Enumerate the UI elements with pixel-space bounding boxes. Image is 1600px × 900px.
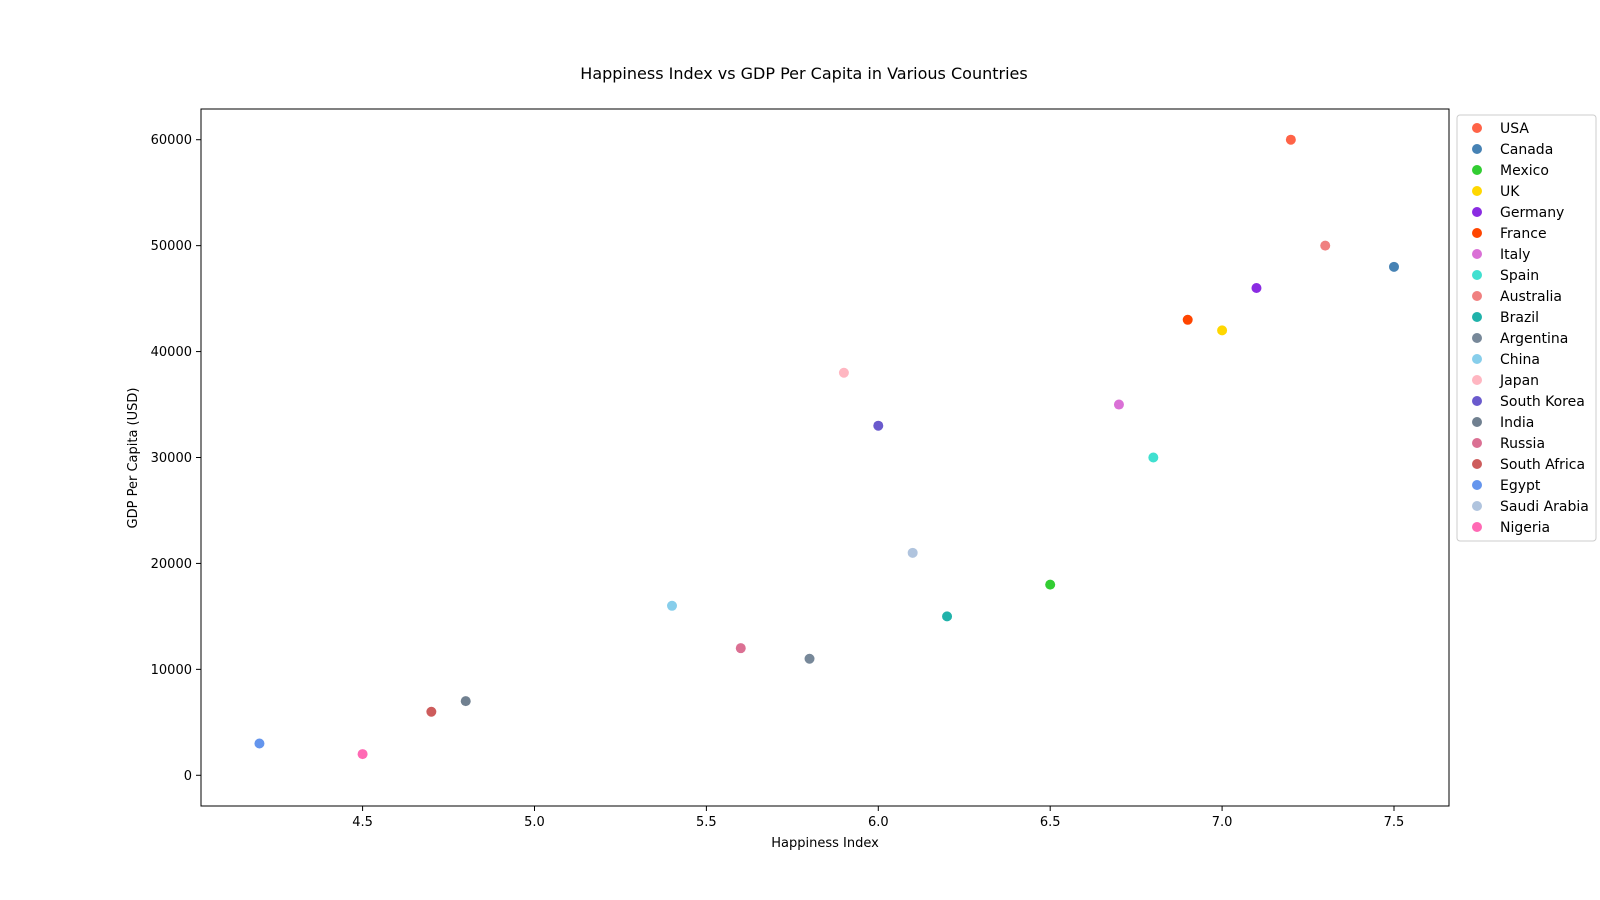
x-tick-label: 5.5 bbox=[696, 815, 717, 830]
x-tick-label: 7.0 bbox=[1212, 815, 1233, 830]
legend-label: Australia bbox=[1500, 289, 1562, 305]
y-tick-label: 20000 bbox=[151, 557, 192, 572]
data-point-saudi-arabia bbox=[907, 547, 918, 558]
legend-label: Nigeria bbox=[1500, 520, 1550, 536]
legend-label: Saudi Arabia bbox=[1500, 499, 1589, 515]
legend-marker bbox=[1472, 123, 1482, 133]
legend-marker bbox=[1472, 396, 1482, 406]
legend-label: USA bbox=[1500, 121, 1529, 137]
legend-marker bbox=[1472, 144, 1482, 154]
legend-marker bbox=[1472, 228, 1482, 238]
y-axis: 0 10000 20000 30000 40000 50000 60000 bbox=[151, 133, 201, 784]
legend-box bbox=[1456, 114, 1597, 542]
data-point-usa bbox=[1285, 134, 1296, 145]
legend-label: Japan bbox=[1499, 373, 1539, 389]
legend-label: Egypt bbox=[1500, 478, 1541, 494]
data-point-egypt bbox=[254, 738, 265, 749]
legend-marker bbox=[1472, 312, 1482, 322]
data-point-argentina bbox=[804, 653, 815, 664]
legend-marker bbox=[1472, 291, 1482, 301]
y-tick-label: 0 bbox=[184, 769, 192, 784]
data-point-france bbox=[1182, 314, 1193, 325]
legend-marker bbox=[1472, 459, 1482, 469]
legend-marker bbox=[1472, 270, 1482, 280]
legend-label: China bbox=[1500, 352, 1540, 368]
legend-marker bbox=[1472, 480, 1482, 490]
data-point-italy bbox=[1113, 399, 1124, 410]
legend-label: India bbox=[1500, 415, 1534, 431]
data-point-uk bbox=[1217, 325, 1228, 336]
data-point-south-africa bbox=[426, 706, 437, 717]
legend-label: Canada bbox=[1500, 142, 1553, 158]
data-points bbox=[254, 134, 1399, 760]
x-axis-label: Happiness Index bbox=[771, 836, 879, 851]
legend: USA Canada Mexico UK Germany France Italy Spain… bbox=[1456, 114, 1597, 542]
legend-marker bbox=[1472, 501, 1482, 511]
data-point-nigeria bbox=[357, 749, 368, 760]
legend-label: Brazil bbox=[1500, 310, 1539, 326]
legend-marker bbox=[1472, 333, 1482, 343]
data-point-russia bbox=[735, 643, 746, 654]
data-point-south-korea bbox=[873, 420, 884, 431]
legend-label: Italy bbox=[1500, 247, 1530, 263]
legend-label: Mexico bbox=[1500, 163, 1549, 179]
legend-marker bbox=[1472, 522, 1482, 532]
data-point-china bbox=[667, 600, 678, 611]
data-point-japan bbox=[838, 367, 849, 378]
legend-label: UK bbox=[1500, 184, 1520, 200]
legend-label: Argentina bbox=[1500, 331, 1568, 347]
legend-label: Germany bbox=[1500, 205, 1564, 221]
x-tick-label: 6.0 bbox=[868, 815, 889, 830]
x-tick-label: 5.0 bbox=[524, 815, 545, 830]
data-point-brazil bbox=[942, 611, 953, 622]
data-point-australia bbox=[1320, 240, 1331, 251]
data-point-mexico bbox=[1045, 579, 1056, 590]
legend-marker bbox=[1472, 186, 1482, 196]
data-point-canada bbox=[1388, 261, 1399, 272]
y-tick-label: 60000 bbox=[151, 133, 192, 148]
x-tick-label: 7.5 bbox=[1384, 815, 1405, 830]
y-tick-label: 50000 bbox=[151, 239, 192, 254]
data-point-india bbox=[460, 696, 471, 707]
legend-marker bbox=[1472, 249, 1482, 259]
data-point-spain bbox=[1148, 452, 1159, 463]
legend-label: Spain bbox=[1500, 268, 1539, 284]
legend-marker bbox=[1472, 207, 1482, 217]
legend-marker bbox=[1472, 375, 1482, 385]
legend-marker bbox=[1472, 438, 1482, 448]
y-tick-label: 10000 bbox=[151, 663, 192, 678]
x-tick-label: 4.5 bbox=[352, 815, 373, 830]
legend-marker bbox=[1472, 354, 1482, 364]
y-axis-label: GDP Per Capita (USD) bbox=[126, 388, 141, 529]
x-axis: 4.5 5.0 5.5 6.0 6.5 7.0 7.5 bbox=[352, 806, 1404, 830]
legend-marker bbox=[1472, 165, 1482, 175]
legend-label: South Korea bbox=[1500, 394, 1585, 410]
legend-marker bbox=[1472, 417, 1482, 427]
data-point-germany bbox=[1251, 283, 1262, 294]
legend-label: Russia bbox=[1500, 436, 1545, 452]
legend-label: South Africa bbox=[1500, 457, 1585, 473]
y-tick-label: 30000 bbox=[151, 451, 192, 466]
x-tick-label: 6.5 bbox=[1040, 815, 1061, 830]
chart-title: Happiness Index vs GDP Per Capita in Var… bbox=[580, 64, 1027, 83]
y-tick-label: 40000 bbox=[151, 345, 192, 360]
legend-label: France bbox=[1500, 226, 1547, 242]
